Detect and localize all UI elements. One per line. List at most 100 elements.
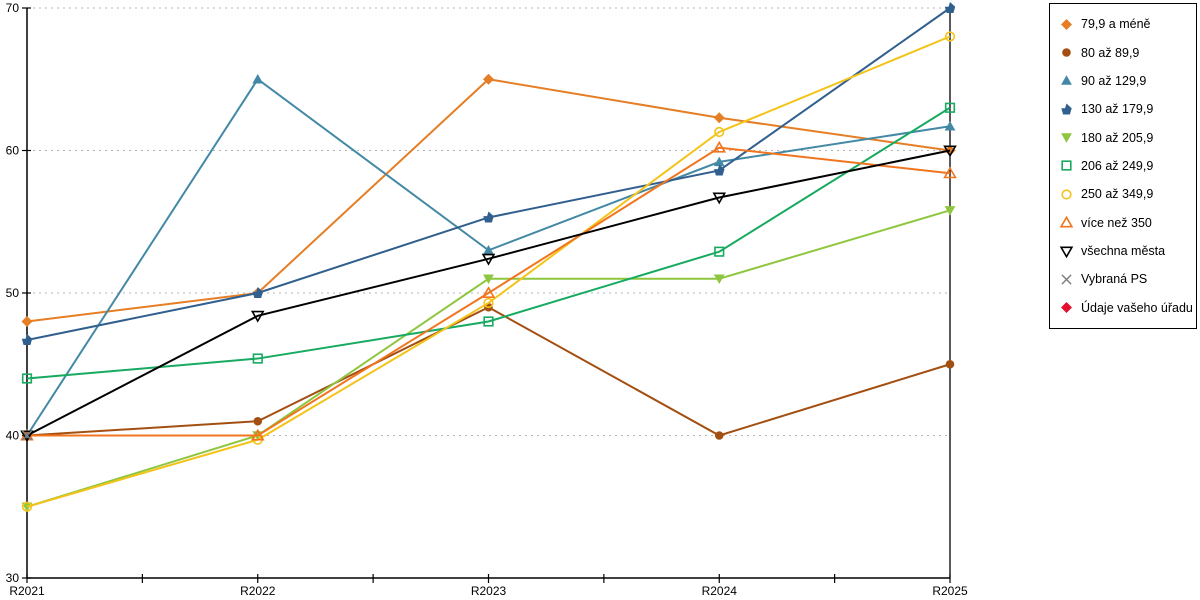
circle-legend-icon: [1061, 189, 1072, 200]
legend: 79,9 a méně 80 až 89,9 90 až 129,9 130 až 1…: [1049, 3, 1197, 329]
data-point-s7-x1: [250, 428, 265, 441]
y-tick-label: 60: [6, 144, 20, 158]
x-tick-label: R2023: [471, 584, 507, 598]
legend-label: 250 až 349,9: [1081, 187, 1154, 202]
legend-label: 206 až 249,9: [1081, 158, 1154, 173]
x-tick-label: R2025: [932, 584, 968, 598]
data-point-s2-x3: [713, 156, 725, 167]
legend-label: Vybraná PS: [1081, 272, 1148, 287]
x-legend-icon: [1061, 274, 1072, 285]
data-point-s4-x2: [483, 274, 494, 284]
series-line-0: [26, 78, 951, 323]
legend-label: 79,9 a méně: [1081, 17, 1151, 32]
data-point-s7-x2: [481, 286, 496, 298]
data-point-s2-x2: [483, 245, 494, 255]
series-line-8: [26, 149, 951, 437]
data-point-s3-x4: [944, 2, 956, 13]
series-line-7: [27, 146, 951, 437]
series-line-5: [26, 106, 951, 380]
legend-marker: [1061, 75, 1072, 86]
square-legend-icon: [1061, 160, 1072, 172]
data-point-s5-x4: [944, 102, 956, 113]
pentagon-legend-icon: [1061, 103, 1072, 115]
data-point-s3-x1: [252, 287, 263, 298]
series-line-2: [26, 77, 951, 437]
legend-item: Vybraná PS: [1059, 270, 1196, 288]
legend-marker: [1061, 18, 1072, 30]
legend-marker: [1061, 103, 1072, 115]
data-point-s6-x2: [483, 297, 494, 309]
data-point-s2-x4: [944, 121, 956, 131]
data-point-s4-x4: [944, 206, 956, 216]
circle-legend-icon: [1062, 48, 1071, 57]
legend-marker: [1059, 215, 1074, 228]
data-point-s0-x0: [21, 316, 33, 327]
x-tick-label: R2024: [702, 584, 738, 598]
legend-marker: [1061, 189, 1072, 200]
legend-marker: [1061, 274, 1072, 285]
data-point-s3-x2: [483, 211, 494, 223]
legend-label: všechna města: [1081, 244, 1166, 259]
triangle-down-legend-icon: [1061, 133, 1072, 143]
legend-label: Údaje vašeho úřadu: [1081, 300, 1193, 315]
legend-item: 130 až 179,9: [1059, 100, 1196, 118]
data-point-s4-x0: [21, 502, 33, 512]
data-point-s6-x0: [21, 501, 33, 512]
data-point-s1-x1: [253, 416, 263, 426]
legend-marker: [1061, 133, 1072, 143]
data-point-s5-x1: [252, 353, 263, 364]
data-point-s1-x3: [714, 431, 724, 440]
series-line-3: [26, 7, 951, 342]
legend-marker: [1062, 48, 1071, 57]
diamond-legend-icon: [1061, 18, 1072, 30]
legend-item: všechna města: [1059, 242, 1196, 260]
data-point-s0-x2: [483, 73, 494, 85]
legend-label: více než 350: [1081, 215, 1152, 230]
legend-item: 180 až 205,9: [1059, 129, 1196, 147]
legend-marker: [1061, 302, 1072, 314]
x-tick-label: R2022: [240, 584, 276, 598]
legend-item: Údaje vašeho úřadu: [1059, 299, 1196, 317]
legend-item: více než 350: [1059, 214, 1196, 232]
data-point-s7-x3: [712, 140, 727, 153]
legend-item: 79,9 a méně: [1059, 15, 1196, 33]
data-point-s8-x2: [481, 253, 496, 266]
legend-item: 80 až 89,9: [1059, 44, 1196, 62]
legend-label: 130 až 179,9: [1081, 102, 1154, 117]
data-point-s8-x1: [250, 310, 265, 323]
data-point-s5-x3: [714, 246, 725, 257]
legend-item: 90 až 129,9: [1059, 72, 1196, 90]
data-point-s3-x3: [714, 164, 725, 176]
data-point-s1-x4: [945, 359, 955, 369]
legend-label: 180 až 205,9: [1081, 130, 1154, 145]
data-point-s7-x4: [943, 166, 957, 179]
y-tick-label: 40: [6, 429, 20, 443]
data-point-s8-x0: [20, 430, 34, 443]
legend-marker: [1059, 246, 1074, 258]
data-point-s5-x2: [483, 316, 494, 327]
data-point-s9-x0: [21, 430, 33, 441]
y-tick-label: 70: [6, 1, 20, 15]
x-tick-label: R2021: [9, 584, 45, 598]
legend-item: 250 až 349,9: [1059, 185, 1196, 203]
y-tick-label: 30: [6, 571, 20, 585]
data-point-s8-x3: [712, 192, 727, 205]
data-point-s0-x3: [713, 112, 725, 124]
data-point-s8-x4: [943, 145, 957, 158]
data-point-s2-x1: [252, 74, 264, 84]
legend-label: 80 až 89,9: [1081, 45, 1140, 60]
y-tick-label: 50: [6, 286, 20, 300]
data-point-s6-x3: [714, 126, 725, 138]
legend-item: 206 až 249,9: [1059, 157, 1196, 175]
data-point-s5-x0: [21, 373, 33, 384]
legend-marker: [1061, 160, 1072, 172]
data-point-s4-x3: [713, 274, 725, 284]
triangle-up-legend-icon: [1059, 215, 1074, 228]
series-line-6: [26, 35, 951, 508]
data-point-s3-x0: [21, 334, 33, 346]
triangle-up-legend-icon: [1061, 75, 1072, 86]
diamond-legend-icon: [1061, 302, 1072, 314]
legend-label: 90 až 129,9: [1081, 73, 1147, 88]
